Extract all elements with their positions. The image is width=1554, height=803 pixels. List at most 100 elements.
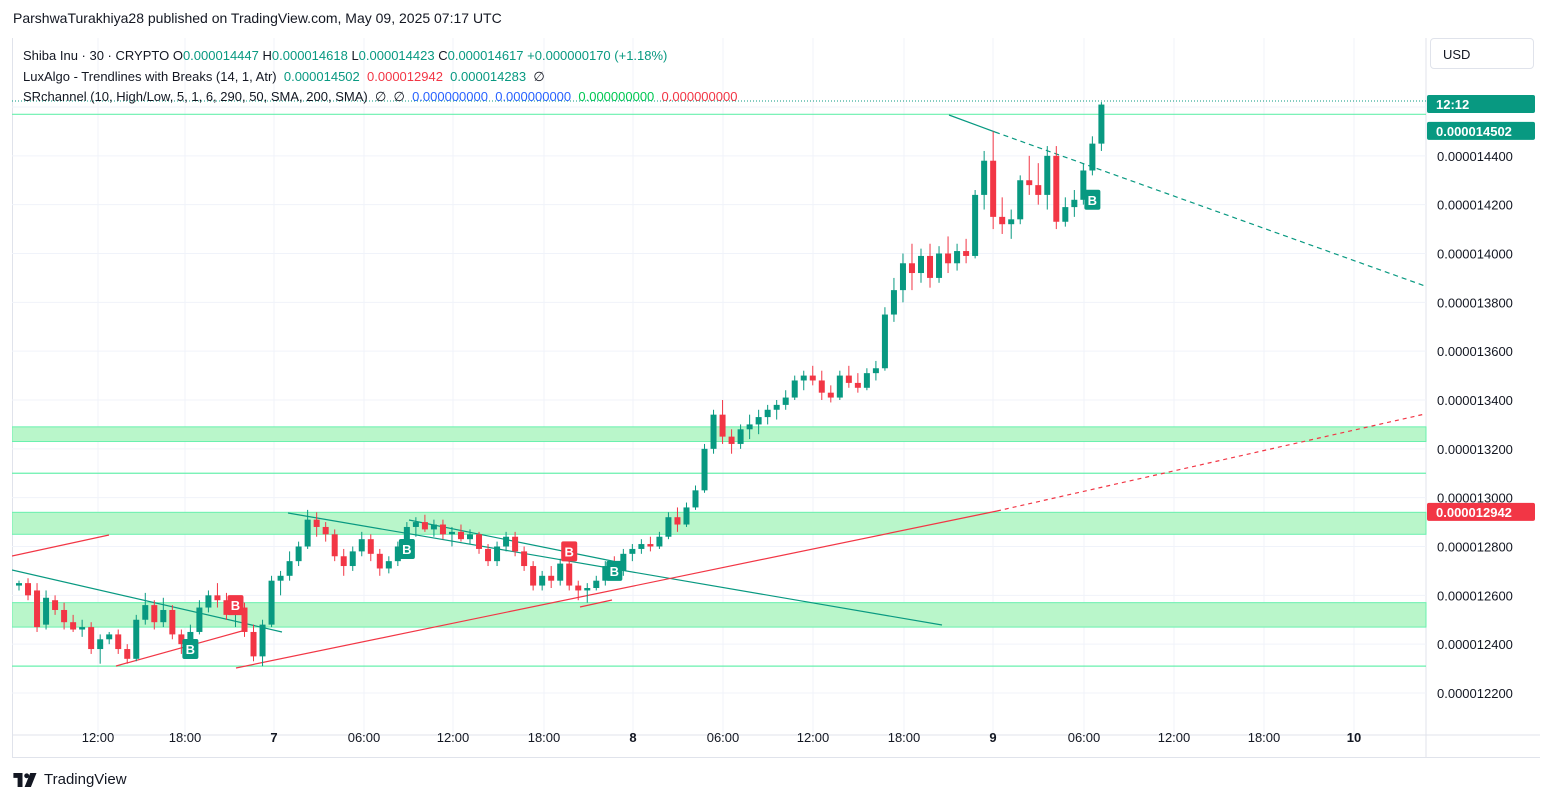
candle-body[interactable] bbox=[972, 194, 979, 256]
candle-body[interactable] bbox=[782, 397, 789, 405]
candle-body[interactable] bbox=[52, 600, 59, 610]
candle-body[interactable] bbox=[376, 553, 383, 569]
candle-body[interactable] bbox=[1053, 155, 1060, 222]
candle-body[interactable] bbox=[557, 563, 564, 581]
candle-body[interactable] bbox=[1008, 219, 1015, 225]
legend-indicator2-row[interactable]: SRchannel (10, High/Low, 5, 1, 6, 290, 5… bbox=[23, 87, 737, 108]
candle-body[interactable] bbox=[367, 539, 374, 554]
candle-body[interactable] bbox=[61, 609, 68, 623]
candle-body[interactable] bbox=[881, 314, 888, 369]
candle-body[interactable] bbox=[43, 597, 50, 625]
candle-body[interactable] bbox=[728, 436, 735, 444]
candle-body[interactable] bbox=[295, 546, 302, 562]
candle-body[interactable] bbox=[268, 580, 275, 625]
candle-body[interactable] bbox=[1017, 180, 1024, 220]
candle-body[interactable] bbox=[755, 417, 762, 425]
candle-body[interactable] bbox=[430, 524, 437, 530]
candle-body[interactable] bbox=[1062, 207, 1069, 222]
candle-body[interactable] bbox=[1080, 170, 1087, 200]
candle-body[interactable] bbox=[945, 253, 952, 264]
candle-body[interactable] bbox=[241, 607, 248, 632]
candle-body[interactable] bbox=[439, 524, 446, 535]
candle-body[interactable] bbox=[457, 531, 464, 540]
chart-frame[interactable]: 0.000012200 0.000012400 0.000012600 0.00001… bbox=[12, 38, 1540, 758]
candle-body[interactable] bbox=[421, 522, 428, 530]
candle-body[interactable] bbox=[890, 290, 897, 315]
candle-body[interactable] bbox=[385, 561, 392, 569]
candle-body[interactable] bbox=[764, 409, 771, 418]
candle-body[interactable] bbox=[1098, 104, 1105, 144]
candle-body[interactable] bbox=[160, 609, 167, 623]
candle-body[interactable] bbox=[349, 551, 356, 567]
candle-body[interactable] bbox=[548, 575, 555, 581]
candle-body[interactable] bbox=[214, 595, 221, 601]
candle-body[interactable] bbox=[620, 553, 627, 571]
candle-body[interactable] bbox=[403, 526, 410, 547]
candle-body[interactable] bbox=[638, 544, 645, 549]
candle-body[interactable] bbox=[340, 556, 347, 567]
candle-body[interactable] bbox=[674, 517, 681, 525]
candle-body[interactable] bbox=[1071, 199, 1078, 208]
candle-body[interactable] bbox=[899, 263, 906, 291]
candle-body[interactable] bbox=[512, 536, 519, 552]
candle-body[interactable] bbox=[665, 517, 672, 537]
candle-body[interactable] bbox=[1026, 180, 1033, 186]
candle-body[interactable] bbox=[593, 580, 600, 589]
candle-body[interactable] bbox=[494, 546, 501, 562]
candle-body[interactable] bbox=[223, 600, 230, 615]
candle-body[interactable] bbox=[70, 622, 77, 630]
price-chart[interactable]: 0.000012200 0.000012400 0.000012600 0.00001… bbox=[12, 38, 1540, 758]
candle-body[interactable] bbox=[412, 522, 419, 527]
candle-body[interactable] bbox=[25, 583, 32, 596]
candle-body[interactable] bbox=[809, 375, 816, 381]
candle-body[interactable] bbox=[16, 583, 22, 586]
candle-body[interactable] bbox=[936, 253, 943, 278]
candle-body[interactable] bbox=[584, 588, 591, 591]
candle-body[interactable] bbox=[954, 251, 961, 264]
candle-body[interactable] bbox=[259, 624, 266, 657]
candle-body[interactable] bbox=[800, 375, 807, 381]
candle-body[interactable] bbox=[773, 404, 780, 410]
candle-body[interactable] bbox=[602, 566, 609, 581]
currency-button[interactable]: USD bbox=[1430, 38, 1534, 69]
candle-body[interactable] bbox=[151, 605, 158, 623]
candle-body[interactable] bbox=[629, 548, 636, 554]
candle-body[interactable] bbox=[277, 575, 284, 581]
tradingview-brand[interactable]: TradingView bbox=[13, 771, 127, 788]
candle-body[interactable] bbox=[115, 634, 122, 650]
candle-body[interactable] bbox=[791, 380, 798, 398]
candle-body[interactable] bbox=[358, 539, 365, 552]
candle-body[interactable] bbox=[142, 605, 149, 620]
candle-body[interactable] bbox=[701, 448, 708, 491]
candle-body[interactable] bbox=[683, 507, 690, 525]
candle-body[interactable] bbox=[854, 382, 861, 388]
candle-body[interactable] bbox=[872, 368, 879, 374]
candle-body[interactable] bbox=[448, 531, 455, 535]
candle-body[interactable] bbox=[539, 575, 546, 586]
candle-body[interactable] bbox=[205, 595, 212, 608]
candle-body[interactable] bbox=[133, 619, 140, 659]
candle-body[interactable] bbox=[918, 255, 924, 274]
candle-body[interactable] bbox=[286, 561, 293, 576]
candle-body[interactable] bbox=[88, 627, 95, 650]
candle-body[interactable] bbox=[737, 429, 744, 444]
candle-body[interactable] bbox=[34, 590, 41, 628]
candle-body[interactable] bbox=[990, 160, 997, 217]
candle-body[interactable] bbox=[169, 609, 176, 635]
candle-body[interactable] bbox=[394, 546, 401, 562]
candle-body[interactable] bbox=[313, 519, 320, 527]
candle-body[interactable] bbox=[836, 375, 843, 398]
candle-body[interactable] bbox=[981, 160, 988, 195]
candle-body[interactable] bbox=[927, 255, 934, 278]
candle-body[interactable] bbox=[908, 263, 915, 274]
candle-body[interactable] bbox=[1035, 185, 1042, 195]
candle-body[interactable] bbox=[575, 585, 582, 591]
candle-body[interactable] bbox=[503, 536, 510, 547]
candle-body[interactable] bbox=[322, 526, 329, 535]
candle-body[interactable] bbox=[647, 544, 654, 547]
candle-body[interactable] bbox=[485, 548, 492, 562]
candle-body[interactable] bbox=[845, 375, 852, 383]
candle-body[interactable] bbox=[331, 534, 338, 557]
legend-indicator1-row[interactable]: LuxAlgo - Trendlines with Breaks (14, 1,… bbox=[23, 67, 737, 88]
candle-body[interactable] bbox=[999, 216, 1006, 225]
